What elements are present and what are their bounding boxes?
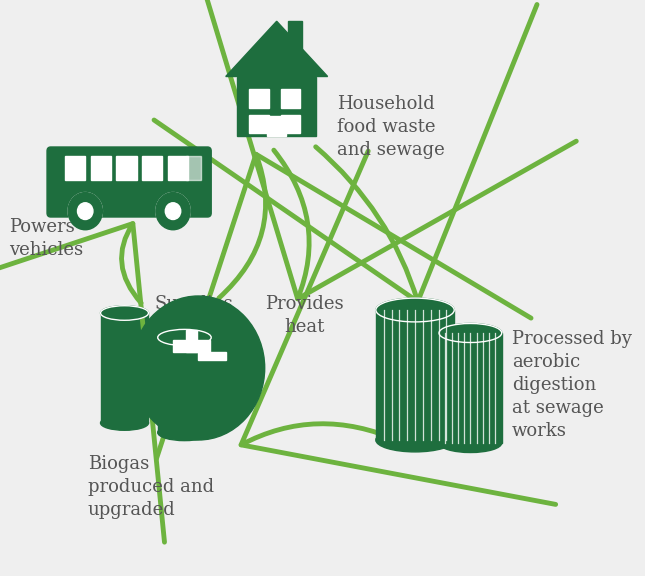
Bar — [90, 156, 111, 180]
Circle shape — [156, 192, 190, 230]
FancyArrowPatch shape — [205, 0, 576, 299]
Bar — [116, 156, 137, 180]
Text: Powers
vehicles: Powers vehicles — [9, 218, 83, 259]
FancyArrowPatch shape — [0, 223, 164, 542]
Bar — [158, 338, 211, 433]
Bar — [101, 313, 148, 423]
FancyArrowPatch shape — [241, 151, 555, 505]
Ellipse shape — [376, 298, 454, 322]
Text: Processed by
aerobic
digestion
at sewage
works: Processed by aerobic digestion at sewage… — [512, 330, 631, 439]
FancyArrowPatch shape — [157, 154, 531, 458]
Ellipse shape — [439, 324, 502, 343]
Text: Provides
heat: Provides heat — [265, 295, 344, 336]
Circle shape — [68, 192, 103, 230]
Ellipse shape — [101, 306, 148, 320]
Bar — [267, 116, 286, 136]
Bar — [281, 89, 300, 108]
FancyArrowPatch shape — [154, 5, 537, 302]
Circle shape — [68, 192, 103, 230]
Bar — [249, 89, 269, 108]
Ellipse shape — [376, 428, 454, 452]
Bar — [376, 310, 454, 440]
Ellipse shape — [101, 416, 148, 430]
Circle shape — [132, 296, 264, 440]
Circle shape — [156, 192, 190, 230]
Bar — [249, 115, 269, 134]
Bar — [168, 156, 188, 180]
Bar — [237, 77, 316, 136]
Ellipse shape — [439, 434, 502, 453]
Text: Supplies
homes: Supplies homes — [154, 295, 233, 336]
FancyBboxPatch shape — [47, 147, 211, 217]
Bar — [198, 352, 226, 360]
Circle shape — [77, 203, 93, 219]
Bar — [142, 156, 163, 180]
Ellipse shape — [158, 425, 211, 441]
Circle shape — [165, 203, 181, 219]
Ellipse shape — [158, 329, 211, 346]
Bar — [439, 333, 502, 443]
Bar — [186, 330, 197, 352]
Text: Household
food waste
and sewage: Household food waste and sewage — [337, 95, 444, 159]
Bar — [186, 156, 201, 180]
Polygon shape — [226, 21, 328, 77]
Bar — [174, 340, 210, 352]
Bar — [288, 21, 302, 51]
Bar — [281, 115, 300, 134]
Bar — [65, 156, 85, 180]
Text: Biogas
produced and
upgraded: Biogas produced and upgraded — [88, 455, 213, 519]
